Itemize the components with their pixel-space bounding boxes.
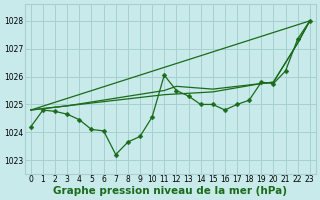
X-axis label: Graphe pression niveau de la mer (hPa): Graphe pression niveau de la mer (hPa) [53, 186, 287, 196]
